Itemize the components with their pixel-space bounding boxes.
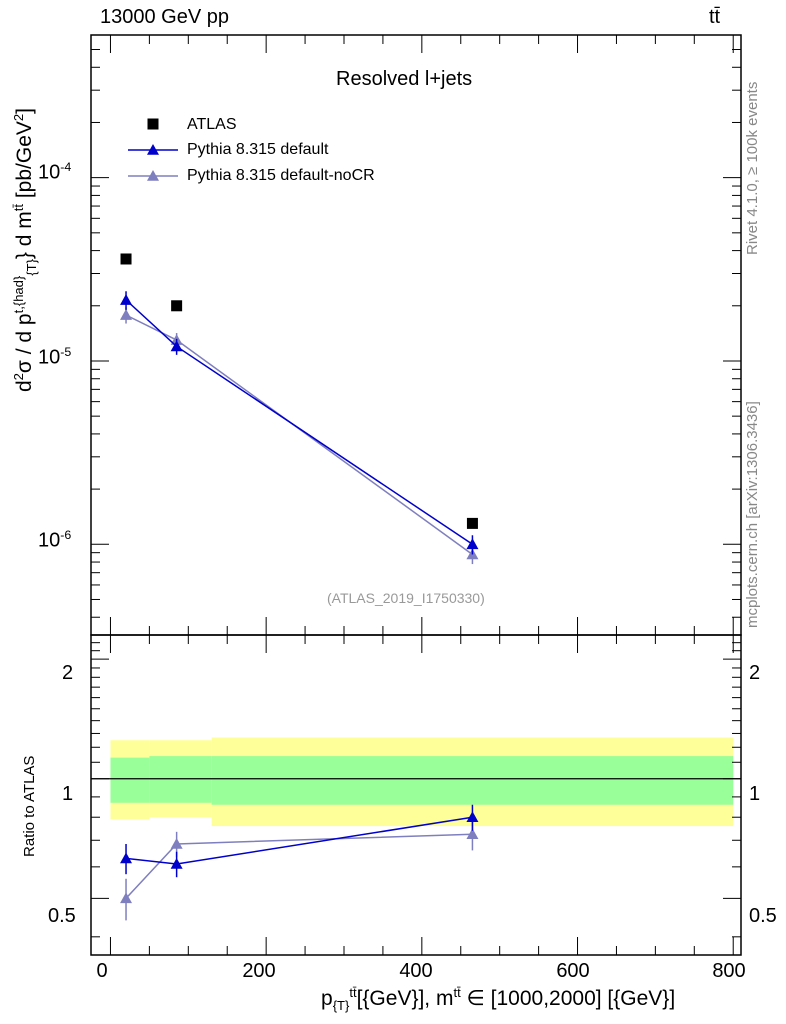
legend-label-pythia-default: Pythia 8.315 default: [187, 141, 329, 158]
x-tick-label-800: 800: [712, 960, 746, 982]
ratio-axis-label: Ratio to ATLAS: [21, 755, 38, 857]
y-axis-label: d2σ / d pt,{had}{T}} d mtt̄ [pb/GeV2]: [11, 108, 40, 392]
ratio-band-inner: [149, 756, 212, 803]
ratio-point-pythia-nocr: [170, 837, 183, 849]
ratio-point-pythia-default: [170, 858, 183, 869]
x-tick-label-0: 0: [96, 960, 108, 982]
point-pythia-default: [120, 294, 133, 305]
ratio-tick-0.5-left: 0.5: [48, 905, 76, 927]
source-label: mcplots.cern.ch [arXiv:1306.3436]: [744, 401, 761, 628]
ratio-tick-1-left: 1: [62, 783, 74, 805]
legend-marker-pythia-default: [147, 144, 159, 155]
analysis-tag: (ATLAS_2019_I1750330): [327, 590, 485, 606]
chart-title: Resolved l+jets: [336, 68, 473, 90]
legend-label-pythia-nocr: Pythia 8.315 default-noCR: [187, 167, 375, 184]
ratio-point-pythia-default: [466, 811, 479, 823]
ratio-band-inner: [110, 757, 150, 803]
point-pythia-default: [466, 538, 479, 550]
ratio-tick-1-right: 1: [749, 783, 761, 805]
ratio-band-inner: [211, 756, 734, 805]
ratio-tick-0.5-right: 0.5: [749, 905, 777, 927]
energy-label: 13000 GeV pp: [100, 6, 229, 28]
y-tick-label-1e-6: 10-6: [38, 528, 72, 552]
y-tick-label-1e-5: 10-5: [38, 345, 72, 369]
process-label: tt̄: [709, 6, 721, 28]
x-tick-label-400: 400: [399, 960, 433, 982]
legend-marker-pythia-nocr: [147, 170, 159, 181]
x-tick-label-200: 200: [242, 960, 276, 982]
legend-marker-atlas: [147, 118, 159, 130]
x-axis-label: p{T}tt̄[{GeV}], mtt̄ ∈ [1000,2000] [{GeV…: [321, 985, 676, 1014]
ratio-point-pythia-default: [120, 852, 133, 864]
point-pythia-nocr: [120, 309, 133, 320]
ratio-point-pythia-nocr: [120, 892, 133, 904]
ratio-tick-2-left: 2: [62, 662, 74, 684]
y-tick-label-1e-4: 10-4: [38, 160, 72, 184]
point-atlas: [120, 253, 132, 265]
point-atlas: [466, 517, 478, 529]
point-atlas: [171, 300, 183, 312]
rivet-version-label: Rivet 4.1.0, ≥ 100k events: [744, 81, 761, 255]
point-pythia-default: [170, 340, 183, 352]
ratio-panel-frame: [90, 634, 742, 956]
ratio-tick-2-right: 2: [749, 662, 761, 684]
x-tick-label-600: 600: [556, 960, 590, 982]
legend-label-atlas: ATLAS: [187, 116, 237, 133]
ratio-point-pythia-nocr: [466, 828, 479, 840]
